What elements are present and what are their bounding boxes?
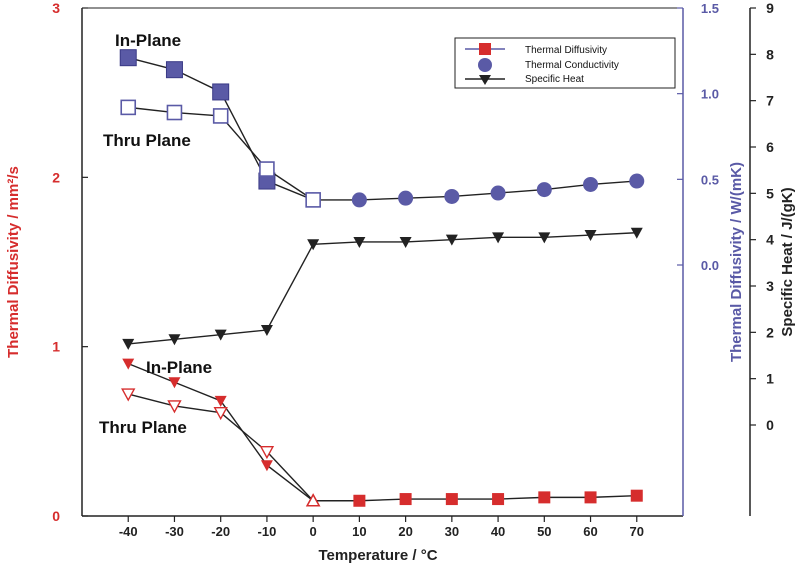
y-right-black-tick-label: 8 bbox=[766, 46, 774, 62]
data-point-thermal-diffusivity-in-plane bbox=[260, 460, 273, 472]
data-point-thermal-conductivity-in-plane bbox=[583, 176, 599, 192]
y-left-axis-title: Thermal Diffusivity / mm²/s bbox=[5, 166, 22, 358]
x-tick-label: -30 bbox=[165, 524, 184, 539]
x-tick-label: 20 bbox=[398, 524, 412, 539]
data-point-specific-heat bbox=[538, 232, 551, 244]
x-tick-label: 0 bbox=[310, 524, 317, 539]
x-axis-title: Temperature / °C bbox=[318, 547, 437, 564]
y-left-tick-label: 0 bbox=[52, 508, 60, 524]
y-right-black-tick-label: 9 bbox=[766, 0, 774, 16]
legend-triangle-icon bbox=[479, 75, 491, 85]
data-point-thermal-diffusivity-in-plane bbox=[168, 377, 181, 389]
y-right-black-tick-label: 3 bbox=[766, 278, 774, 294]
y-right-blue-axis-title: Thermal Diffusivity / W/(mK) bbox=[728, 162, 745, 362]
annotation-in-plane-bottom: In-Plane bbox=[146, 358, 212, 377]
data-point-specific-heat bbox=[168, 334, 181, 346]
data-point-specific-heat bbox=[307, 239, 320, 251]
x-tick-label: 30 bbox=[445, 524, 459, 539]
x-tick-label: 50 bbox=[537, 524, 551, 539]
legend-circle-icon bbox=[478, 58, 492, 72]
legend-label-specific-heat: Specific Heat bbox=[525, 74, 584, 85]
data-point-thermal-conductivity-in-plane bbox=[165, 61, 183, 79]
data-point-specific-heat bbox=[214, 329, 227, 341]
x-tick-label: 70 bbox=[630, 524, 644, 539]
x-tick-label: 60 bbox=[583, 524, 597, 539]
y-right-black-tick-label: 1 bbox=[766, 371, 774, 387]
data-point-thermal-diffusivity-in-plane bbox=[630, 489, 643, 502]
y-right-black-tick-label: 6 bbox=[766, 139, 774, 155]
data-point-thermal-conductivity-thru-plane bbox=[259, 161, 275, 177]
data-point-thermal-diffusivity-in-plane bbox=[538, 491, 551, 504]
data-point-thermal-diffusivity-in-plane bbox=[122, 358, 135, 370]
annotation-thru-plane-bottom: Thru Plane bbox=[99, 418, 187, 437]
y-right-black-tick-label: 5 bbox=[766, 185, 774, 201]
data-point-specific-heat bbox=[260, 325, 273, 337]
data-point-thermal-conductivity-thru-plane bbox=[212, 108, 229, 124]
data-point-thermal-diffusivity-thru-plane bbox=[121, 388, 136, 402]
y-right-blue-tick-label: 1.0 bbox=[701, 87, 719, 102]
data-point-thermal-diffusivity-in-plane bbox=[353, 494, 366, 507]
series-line-specific-heat bbox=[128, 232, 637, 345]
y-right-blue-tick-label: 1.5 bbox=[701, 1, 719, 16]
x-tick-label: 10 bbox=[352, 524, 366, 539]
data-point-thermal-conductivity-thru-plane bbox=[166, 104, 183, 121]
x-tick-label: -20 bbox=[211, 524, 230, 539]
data-point-thermal-diffusivity-in-plane bbox=[399, 493, 412, 506]
data-point-thermal-conductivity-in-plane bbox=[444, 188, 460, 204]
x-tick-label: -40 bbox=[119, 524, 138, 539]
data-point-thermal-conductivity-in-plane bbox=[398, 190, 414, 206]
data-point-thermal-diffusivity-thru-plane bbox=[305, 493, 321, 507]
data-point-thermal-conductivity-in-plane bbox=[536, 182, 552, 198]
data-point-thermal-diffusivity-in-plane bbox=[492, 493, 505, 506]
annotation-in-plane-top: In-Plane bbox=[115, 31, 181, 50]
data-point-specific-heat bbox=[584, 230, 597, 242]
y-right-black-tick-label: 7 bbox=[766, 93, 774, 109]
data-point-thermal-diffusivity-in-plane bbox=[214, 395, 227, 407]
x-tick-label: 40 bbox=[491, 524, 505, 539]
series-line-thermal-diffusivity-in-plane bbox=[127, 362, 637, 502]
y-left-tick-label: 2 bbox=[52, 169, 60, 185]
data-point-thermal-diffusivity-thru-plane bbox=[213, 407, 228, 421]
data-point-thermal-diffusivity-thru-plane bbox=[167, 400, 182, 414]
x-tick-label: -10 bbox=[258, 524, 277, 539]
y-right-black-tick-label: 2 bbox=[766, 324, 774, 340]
data-point-thermal-conductivity-in-plane bbox=[490, 185, 506, 201]
y-right-black-tick-label: 0 bbox=[766, 417, 774, 433]
legend-square-icon bbox=[479, 43, 491, 55]
legend: Thermal Diffusivity Thermal Conductivity… bbox=[454, 37, 676, 89]
legend-label-diffusivity: Thermal Diffusivity bbox=[525, 45, 607, 56]
data-point-thermal-conductivity-thru-plane bbox=[120, 99, 137, 116]
data-point-thermal-conductivity-in-plane bbox=[351, 192, 367, 208]
data-point-thermal-conductivity-thru-plane bbox=[305, 192, 321, 208]
data-point-specific-heat bbox=[630, 227, 643, 239]
y-left-tick-label: 3 bbox=[52, 0, 60, 16]
y-right-blue-tick-label: 0.0 bbox=[701, 258, 719, 273]
data-point-thermal-conductivity-in-plane bbox=[212, 83, 230, 101]
y-right-black-tick-label: 4 bbox=[766, 232, 774, 248]
y-right-black-axis-title: Specific Heat / J/(gK) bbox=[779, 187, 796, 336]
data-point-specific-heat bbox=[353, 236, 366, 248]
data-point-thermal-diffusivity-thru-plane bbox=[259, 445, 275, 460]
data-point-specific-heat bbox=[122, 338, 135, 350]
data-point-specific-heat bbox=[445, 234, 458, 246]
data-point-specific-heat bbox=[399, 236, 412, 248]
y-left-tick-label: 1 bbox=[52, 339, 60, 355]
y-right-blue-tick-label: 0.5 bbox=[701, 172, 719, 187]
data-point-thermal-diffusivity-in-plane bbox=[584, 491, 597, 504]
legend-label-conductivity: Thermal Conductivity bbox=[525, 60, 619, 71]
annotation-thru-plane-top: Thru Plane bbox=[103, 131, 191, 150]
data-point-specific-heat bbox=[492, 232, 505, 244]
data-point-thermal-conductivity-in-plane bbox=[629, 173, 645, 189]
data-point-thermal-diffusivity-in-plane bbox=[445, 493, 458, 506]
data-point-thermal-conductivity-in-plane bbox=[119, 49, 137, 67]
